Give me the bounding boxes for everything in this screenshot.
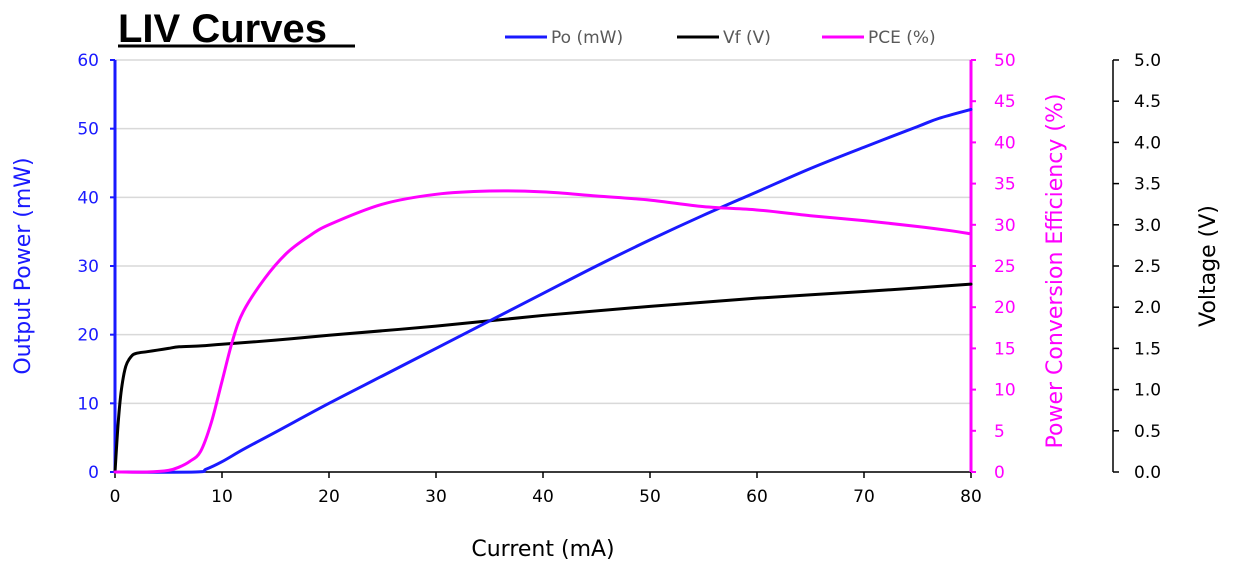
series-line-pce: [113, 189, 973, 474]
pce-axis-title: Power Conversion Efficiency (%): [1043, 94, 1068, 449]
legend-label-pce: PCE (%): [868, 28, 936, 48]
pce-tick-label: 35: [994, 175, 1016, 195]
voltage-tick-label: 3.5: [1134, 175, 1161, 195]
pce-tick-label: 50: [994, 51, 1016, 71]
left-tick-label: 10: [77, 394, 99, 414]
left-tick-label: 60: [77, 51, 99, 71]
voltage-axis-title: Voltage (V): [1196, 205, 1221, 327]
x-tick-label: 50: [639, 487, 661, 507]
x-tick-label: 20: [318, 487, 340, 507]
series-lines: [113, 107, 973, 474]
voltage-tick-label: 5.0: [1134, 51, 1161, 71]
pce-tick-label: 25: [994, 257, 1016, 277]
voltage-tick-label: 1.5: [1134, 339, 1161, 359]
left-tick-label: 0: [88, 463, 99, 483]
legend-label-po: Po (mW): [551, 28, 623, 48]
pce-tick-label: 40: [994, 133, 1016, 153]
voltage-tick-label: 2.5: [1134, 257, 1161, 277]
voltage-tick-label: 4.0: [1134, 133, 1161, 153]
left-tick-label: 30: [77, 257, 99, 277]
pce-tick-label: 30: [994, 216, 1016, 236]
voltage-tick-label: 2.0: [1134, 298, 1161, 318]
pce-tick-label: 10: [994, 381, 1016, 401]
x-axis-title: Current (mA): [471, 537, 614, 562]
voltage-tick-label: 3.0: [1134, 216, 1161, 236]
series-line-po: [113, 107, 973, 474]
voltage-tick-label: 0.0: [1134, 463, 1161, 483]
x-tick-label: 40: [532, 487, 554, 507]
left-axis-title: Output Power (mW): [11, 157, 36, 374]
x-tick-label: 70: [853, 487, 875, 507]
x-tick-label: 0: [110, 487, 121, 507]
left-tick-label: 40: [77, 188, 99, 208]
voltage-tick-label: 0.5: [1134, 422, 1161, 442]
gridlines: [115, 59, 971, 473]
pce-tick-label: 5: [994, 422, 1005, 442]
left-tick-label: 50: [77, 120, 99, 140]
pce-tick-label: 0: [994, 463, 1005, 483]
x-tick-label: 80: [960, 487, 982, 507]
pce-tick-label: 45: [994, 92, 1016, 112]
pce-tick-label: 20: [994, 298, 1016, 318]
x-tick-label: 10: [211, 487, 233, 507]
legend-label-vf: Vf (V): [723, 28, 771, 48]
pce-tick-label: 15: [994, 339, 1016, 359]
voltage-tick-label: 1.0: [1134, 381, 1161, 401]
series-line-vf: [113, 282, 973, 474]
chart-title: LIV Curves: [118, 7, 327, 51]
left-tick-label: 20: [77, 326, 99, 346]
legend: Po (mW) Vf (V) PCE (%): [505, 28, 936, 48]
x-tick-label: 30: [425, 487, 447, 507]
voltage-tick-label: 4.5: [1134, 92, 1161, 112]
x-tick-label: 60: [746, 487, 768, 507]
